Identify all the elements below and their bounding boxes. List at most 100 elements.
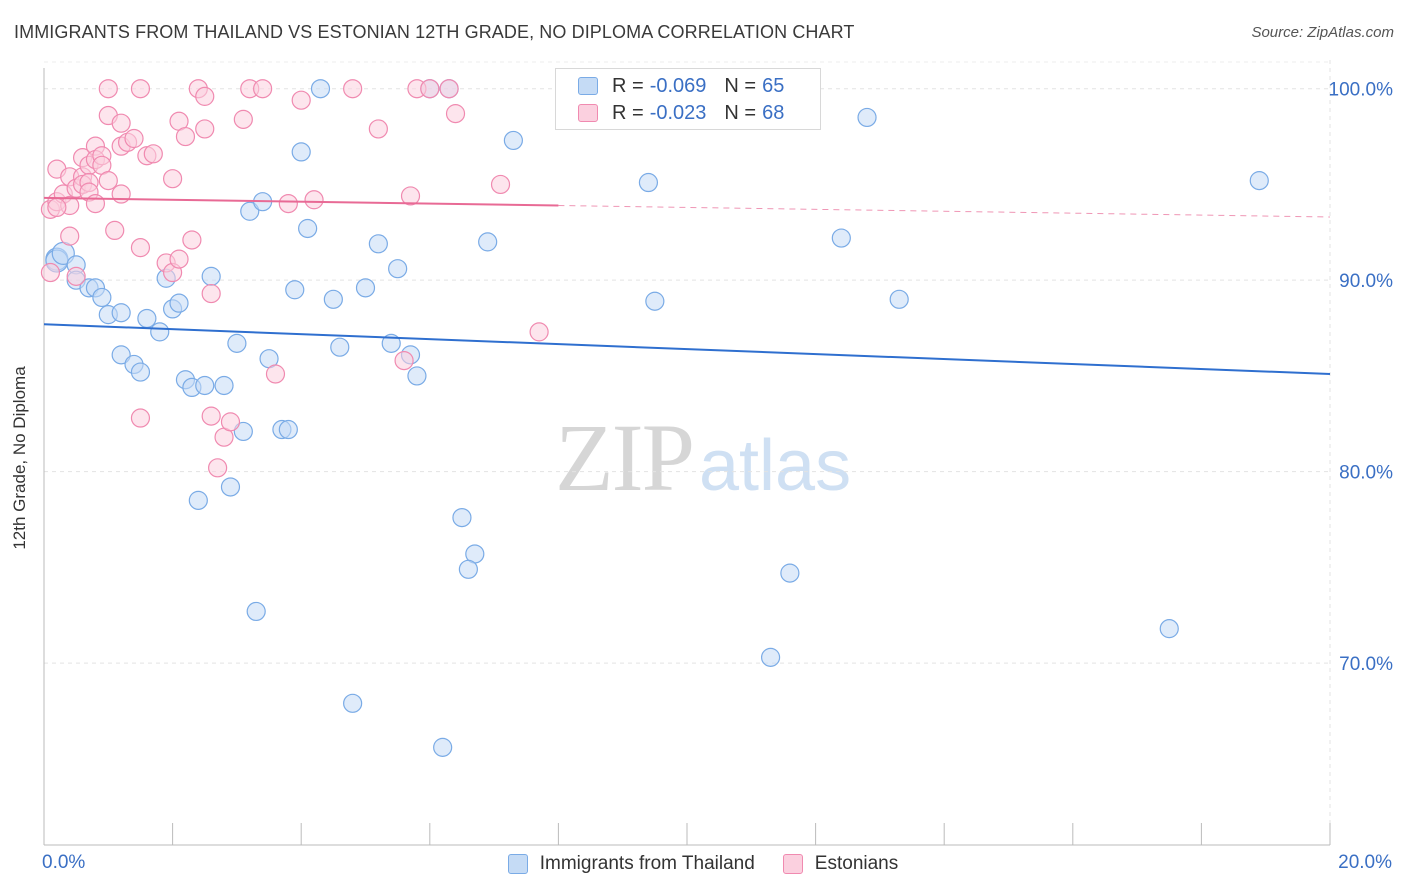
thailand-point	[111, 303, 131, 323]
estonian-point	[130, 408, 151, 428]
thailand-point	[310, 79, 331, 99]
thailand-point	[220, 477, 241, 497]
thailand-point	[233, 421, 253, 442]
estonian-point	[201, 406, 221, 426]
estonian-point	[304, 190, 324, 210]
legend-r-value: -0.069	[649, 74, 707, 97]
thailand-point	[645, 291, 665, 311]
legend-r-label: R =	[612, 101, 644, 124]
estonian-point	[111, 113, 131, 133]
thailand-point	[1159, 619, 1179, 639]
thailand-point	[458, 559, 478, 579]
estonian-point	[233, 109, 253, 129]
grid-layer	[44, 60, 1331, 845]
thailand-point	[381, 333, 401, 353]
estonian-point	[195, 119, 215, 139]
thailand-point	[433, 737, 453, 757]
legend-label-estonians: Estonians	[814, 853, 899, 874]
thailand-point	[137, 308, 157, 329]
estonian-point	[278, 193, 298, 214]
thailand-point	[780, 563, 800, 583]
estonian-point	[130, 238, 151, 258]
estonian-point	[163, 169, 183, 189]
thailand-trend-line	[43, 323, 1331, 375]
estonian-point	[98, 171, 118, 191]
estonian-point	[529, 322, 549, 342]
estonian-point	[105, 220, 125, 241]
thailand-point	[169, 293, 189, 313]
legend-r-label: R =	[612, 74, 644, 97]
legend-n-label: N =	[724, 101, 757, 124]
thailand-point	[111, 345, 131, 365]
thailand-point	[1249, 171, 1269, 191]
thailand-point	[503, 130, 523, 151]
legend-r-value: -0.023	[649, 101, 707, 124]
legend-n-value: 65	[762, 74, 785, 97]
legend-label-thailand: Immigrants from Thailand	[539, 853, 755, 874]
x-tick-label-max: 20.0%	[1338, 852, 1392, 873]
estonian-point	[47, 197, 67, 218]
estonian-point	[220, 412, 241, 432]
thailand-point	[195, 375, 215, 396]
trend-layer	[43, 196, 1331, 375]
estonian-point	[143, 144, 163, 164]
estonian-point	[400, 186, 421, 206]
estonian-point	[182, 230, 202, 250]
thailand-point	[831, 228, 851, 248]
x-tick-label-min: 0.0%	[42, 852, 86, 873]
thailand-point	[130, 362, 151, 382]
legend-item-thailand[interactable]: Immigrants from Thailand	[507, 852, 755, 876]
thailand-point	[240, 201, 260, 221]
thailand-point	[368, 234, 388, 254]
legend-swatch-thailand	[578, 77, 598, 95]
estonian-point	[394, 350, 414, 371]
legend-item-estonians[interactable]: Estonians	[782, 852, 899, 876]
thailand-point	[343, 693, 363, 713]
thailand-point	[298, 218, 318, 239]
points-layer	[40, 79, 1269, 757]
thailand-point	[330, 337, 350, 357]
estonian-point	[169, 249, 189, 269]
thailand-point	[388, 259, 408, 279]
estonian-point	[368, 119, 388, 139]
y-tick-label: 100.0%	[1329, 80, 1394, 101]
estonian-point	[208, 458, 228, 478]
estonian-point	[124, 128, 144, 149]
chart-source: Source: ZipAtlas.com	[1251, 24, 1394, 41]
thailand-point	[92, 287, 112, 308]
thailand-point	[188, 490, 208, 510]
thailand-point	[857, 107, 877, 128]
legend-n-label: N =	[724, 74, 757, 97]
axes-layer	[43, 68, 1331, 846]
estonian-point	[111, 184, 131, 204]
thailand-point	[889, 289, 909, 309]
estonian-point	[201, 283, 221, 304]
thailand-point	[407, 366, 427, 386]
thailand-point	[150, 322, 170, 342]
estonian-trend-line-dashed	[558, 205, 1331, 218]
estonian-point	[66, 266, 86, 286]
estonian-point	[85, 193, 106, 214]
legend-swatch-thailand	[507, 854, 528, 874]
legend-swatch-estonians	[578, 104, 598, 122]
legend-n-value: 68	[762, 101, 785, 124]
estonian-point	[40, 262, 61, 283]
thailand-point	[201, 266, 221, 286]
estonian-point	[60, 226, 80, 246]
legend-swatch-estonians	[782, 854, 803, 874]
estonian-point	[195, 86, 215, 106]
estonian-point	[130, 79, 151, 99]
y-tick-labels: 70.0% 80.0% 90.0% 100.0%	[1329, 80, 1394, 675]
estonian-point	[98, 79, 118, 99]
thailand-point	[227, 333, 247, 353]
thailand-point	[285, 280, 305, 300]
y-tick-label: 70.0%	[1339, 654, 1393, 675]
thailand-point	[323, 289, 343, 309]
chart-title: IMMIGRANTS FROM THAILAND VS ESTONIAN 12T…	[14, 22, 855, 42]
estonian-point	[439, 79, 459, 99]
legend-row-estonians: R = -0.023 N = 68	[578, 100, 784, 126]
estonian-trend-line	[43, 196, 559, 207]
estonian-point	[265, 364, 286, 384]
thailand-point	[638, 172, 659, 193]
